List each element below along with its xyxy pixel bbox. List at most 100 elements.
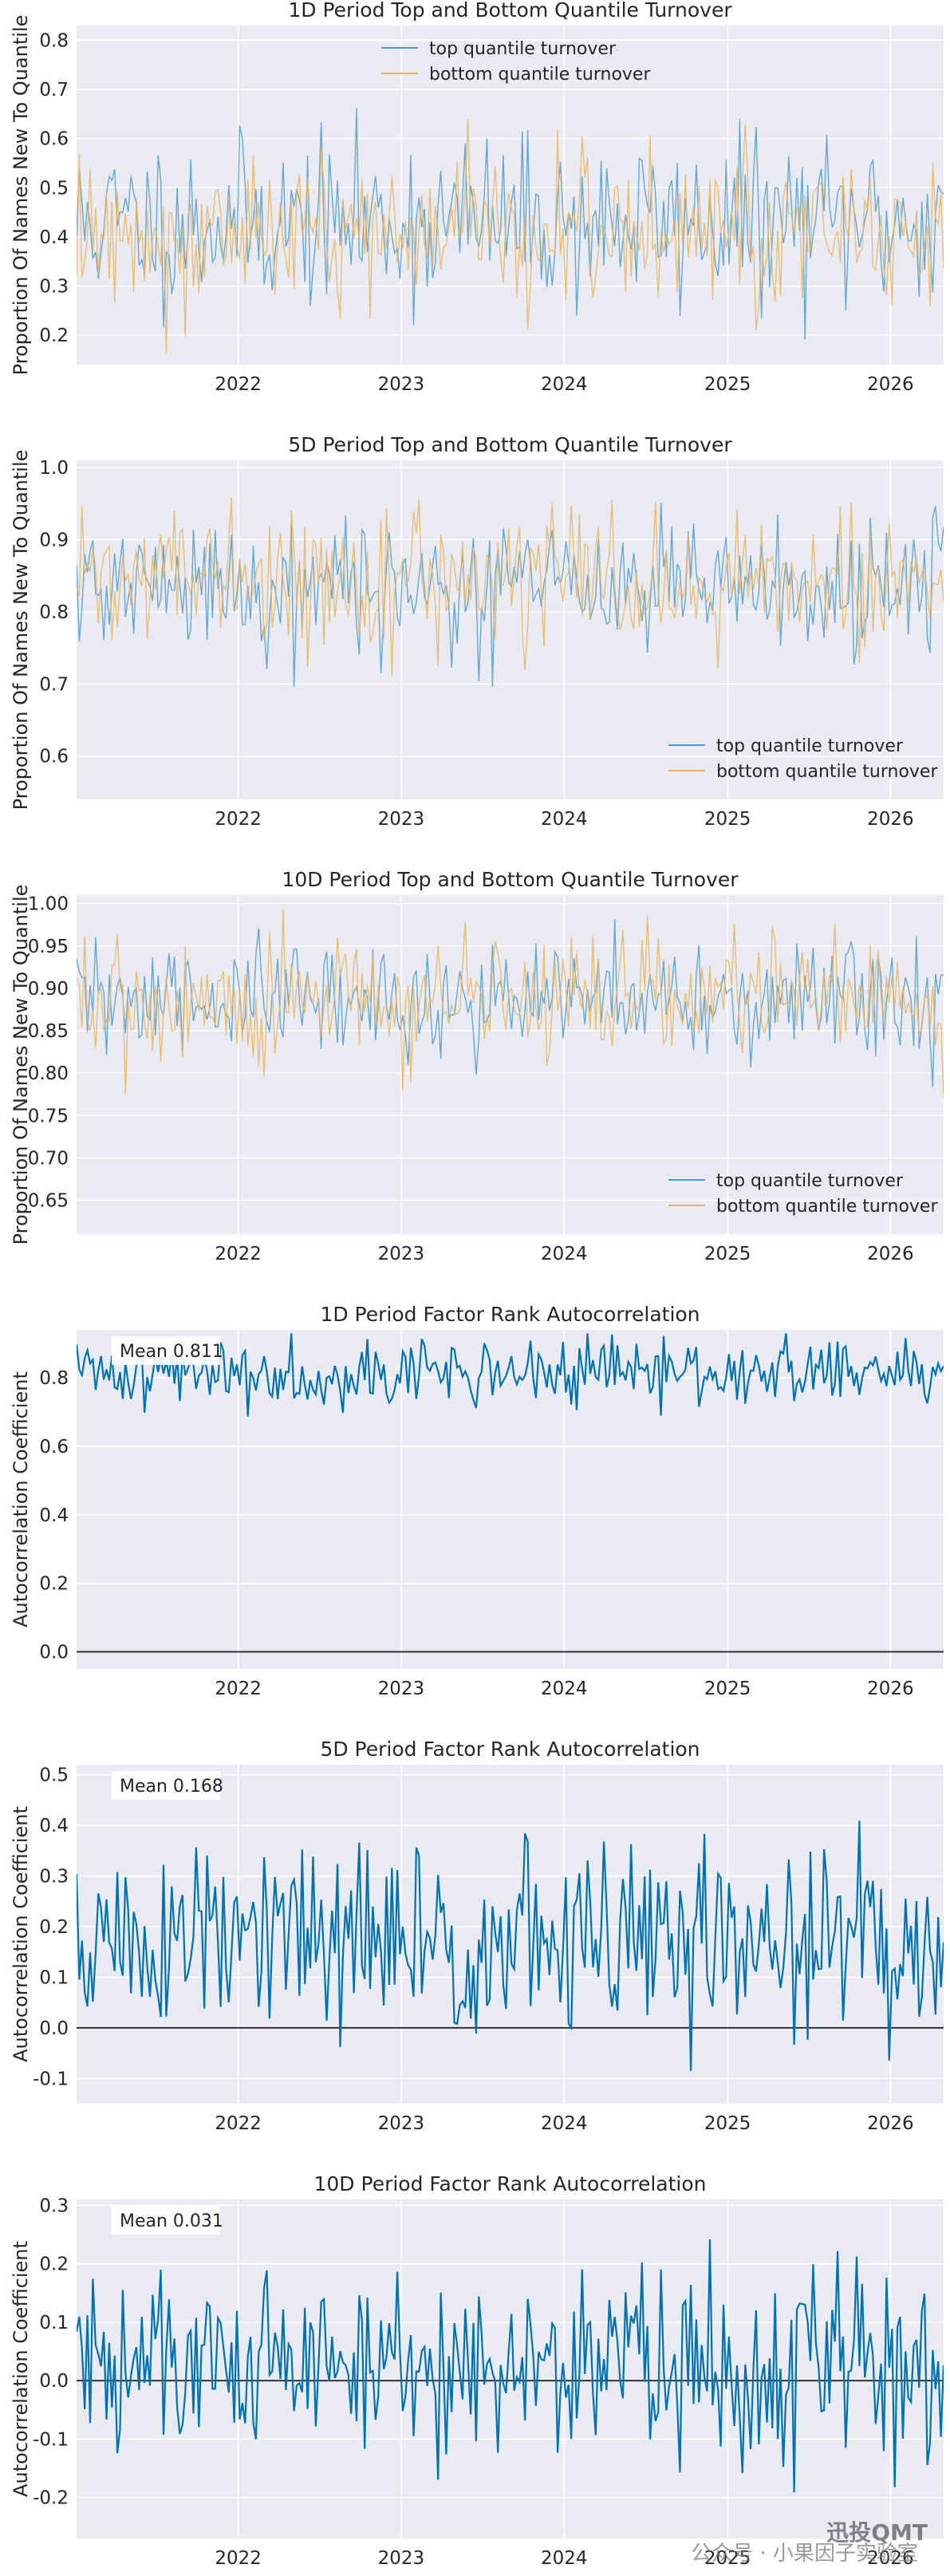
y-tick-label: 0.65 [28, 1191, 69, 1212]
x-tick-label: 2026 [867, 374, 914, 395]
y-axis-label: Proportion Of Names New To Quantile [10, 450, 32, 811]
y-tick-label: -0.2 [33, 2488, 69, 2509]
plot-area [77, 2199, 944, 2539]
series-line-2 [77, 497, 944, 677]
x-tick-label: 2025 [704, 2113, 751, 2134]
chart-title: 5D Period Factor Rank Autocorrelation [320, 1738, 700, 1761]
legend-label: bottom quantile turnover [716, 762, 938, 782]
x-tick-label: 2023 [378, 374, 425, 395]
legend-label: top quantile turnover [429, 39, 617, 59]
y-axis-label: Proportion Of Names New To Quantile [10, 15, 32, 376]
series-line-2 [77, 120, 944, 353]
y-tick-label: -0.1 [33, 2429, 69, 2450]
chart-title: 10D Period Factor Rank Autocorrelation [314, 2172, 707, 2195]
chart-3: 0.65 0.70 0.75 0.80 0.85 0.90 0.95 1.00 2022 2023… [10, 868, 944, 1264]
x-tick-label: 2024 [541, 1244, 588, 1264]
y-tick-label: 1.0 [39, 458, 69, 479]
y-tick-label: 0.0 [39, 2018, 69, 2039]
x-tick-label: 2025 [704, 2548, 751, 2569]
y-tick-label: 0.3 [39, 276, 69, 297]
mean-annotation-box [112, 1336, 220, 1365]
plot-area [77, 1330, 944, 1669]
chart-6: -0.2 -0.1 0.0 0.1 0.2 0.3 2022 2023 2024 2025 2026… [10, 2172, 944, 2569]
x-tick-label: 2022 [215, 1244, 262, 1264]
y-tick-label: 0.4 [39, 1505, 69, 1526]
y-tick-label: 0.90 [28, 979, 69, 1000]
y-tick-label: 0.5 [39, 178, 69, 199]
y-tick-label: 0.3 [39, 2195, 69, 2216]
chart-4: 0.0 0.2 0.4 0.6 0.8 2022 2023 2024 2025 2026 1D Pe… [10, 1303, 944, 1699]
y-axis-label: Autocorrelation Coefficient [10, 2241, 32, 2497]
y-tick-label: 0.8 [39, 30, 69, 51]
y-tick-label: 0.8 [39, 602, 69, 623]
x-tick-label: 2022 [215, 2548, 262, 2569]
x-tick-label: 2023 [378, 2548, 425, 2569]
legend-label: top quantile turnover [716, 1171, 904, 1191]
y-tick-label: 0.2 [39, 1917, 69, 1938]
legend-label: bottom quantile turnover [716, 1197, 938, 1217]
x-tick-label: 2024 [541, 374, 588, 395]
x-tick-label: 2025 [704, 374, 751, 395]
y-tick-label: 1.00 [28, 894, 69, 915]
x-tick-label: 2023 [378, 809, 425, 830]
plot-area [77, 895, 944, 1234]
mean-annotation: Mean 0.811 [120, 1342, 223, 1362]
chart-1: 0.2 0.3 0.4 0.5 0.6 0.7 0.8 2022 2023 2024 2025 202… [10, 0, 944, 395]
y-axis-label: Autocorrelation Coefficient [10, 1371, 32, 1627]
x-tick-label: 2026 [867, 1679, 914, 1699]
x-tick-label: 2022 [215, 374, 262, 395]
watermark-brand: 迅投QMT [826, 2519, 928, 2546]
chart-title: 1D Period Factor Rank Autocorrelation [320, 1303, 700, 1326]
chart-title: 5D Period Top and Bottom Quantile Turnov… [288, 433, 732, 456]
mean-annotation-box [112, 1771, 220, 1800]
series-line-1 [77, 1821, 944, 2071]
y-tick-label: 0.80 [28, 1063, 69, 1084]
y-tick-label: 0.3 [39, 1867, 69, 1888]
y-tick-label: 0.2 [39, 2254, 69, 2275]
x-tick-label: 2024 [541, 809, 588, 830]
y-tick-label: 0.9 [39, 530, 69, 550]
legend-label: top quantile turnover [716, 736, 904, 756]
y-tick-label: 0.0 [39, 1643, 69, 1663]
plot-area [77, 26, 944, 365]
series-line-1 [77, 919, 944, 1087]
x-tick-label: 2023 [378, 1244, 425, 1264]
legend-label: bottom quantile turnover [429, 65, 651, 85]
y-tick-label: 0.6 [39, 747, 69, 767]
x-tick-label: 2026 [867, 2113, 914, 2134]
x-tick-label: 2024 [541, 2548, 588, 2569]
y-axis-label: Proportion Of Names New To Quantile [10, 885, 32, 1245]
series-line-1 [77, 1333, 944, 1417]
y-tick-label: 0.7 [39, 80, 69, 101]
chart-title: 10D Period Top and Bottom Quantile Turno… [282, 868, 739, 891]
x-tick-label: 2025 [704, 1679, 751, 1699]
series-line-1 [77, 108, 944, 340]
y-tick-label: 0.8 [39, 1368, 69, 1389]
x-tick-label: 2026 [867, 1244, 914, 1264]
y-axis-label: Autocorrelation Coefficient [10, 1806, 32, 2062]
x-tick-label: 2026 [867, 2548, 914, 2569]
x-tick-label: 2026 [867, 809, 914, 830]
y-tick-label: 0.95 [28, 937, 69, 957]
y-tick-label: 0.1 [39, 1967, 69, 1988]
chart-2: 0.6 0.7 0.8 0.9 1.0 2022 2023 2024 2025 2026 5D Pe… [10, 433, 944, 830]
mean-annotation: Mean 0.031 [120, 2211, 223, 2231]
x-tick-label: 2023 [378, 1679, 425, 1699]
chart-5: -0.1 0.0 0.1 0.2 0.3 0.4 0.5 2022 2023 2024 2025 20… [10, 1738, 944, 2134]
chart-title: 1D Period Top and Bottom Quantile Turnov… [288, 0, 732, 22]
y-tick-label: 0.75 [28, 1106, 69, 1126]
y-tick-label: -0.1 [33, 2069, 69, 2089]
series-line-2 [77, 909, 944, 1096]
x-tick-label: 2024 [541, 1679, 588, 1699]
y-tick-label: 0.1 [39, 2313, 69, 2333]
y-tick-label: 0.5 [39, 1765, 69, 1786]
x-tick-label: 2022 [215, 2113, 262, 2134]
y-tick-label: 0.4 [39, 1816, 69, 1836]
y-tick-label: 0.70 [28, 1148, 69, 1169]
y-tick-label: 0.6 [39, 129, 69, 150]
plot-area [77, 460, 944, 799]
mean-annotation-box [112, 2206, 220, 2235]
y-tick-label: 0.2 [39, 1574, 69, 1595]
y-tick-label: 0.7 [39, 674, 69, 695]
